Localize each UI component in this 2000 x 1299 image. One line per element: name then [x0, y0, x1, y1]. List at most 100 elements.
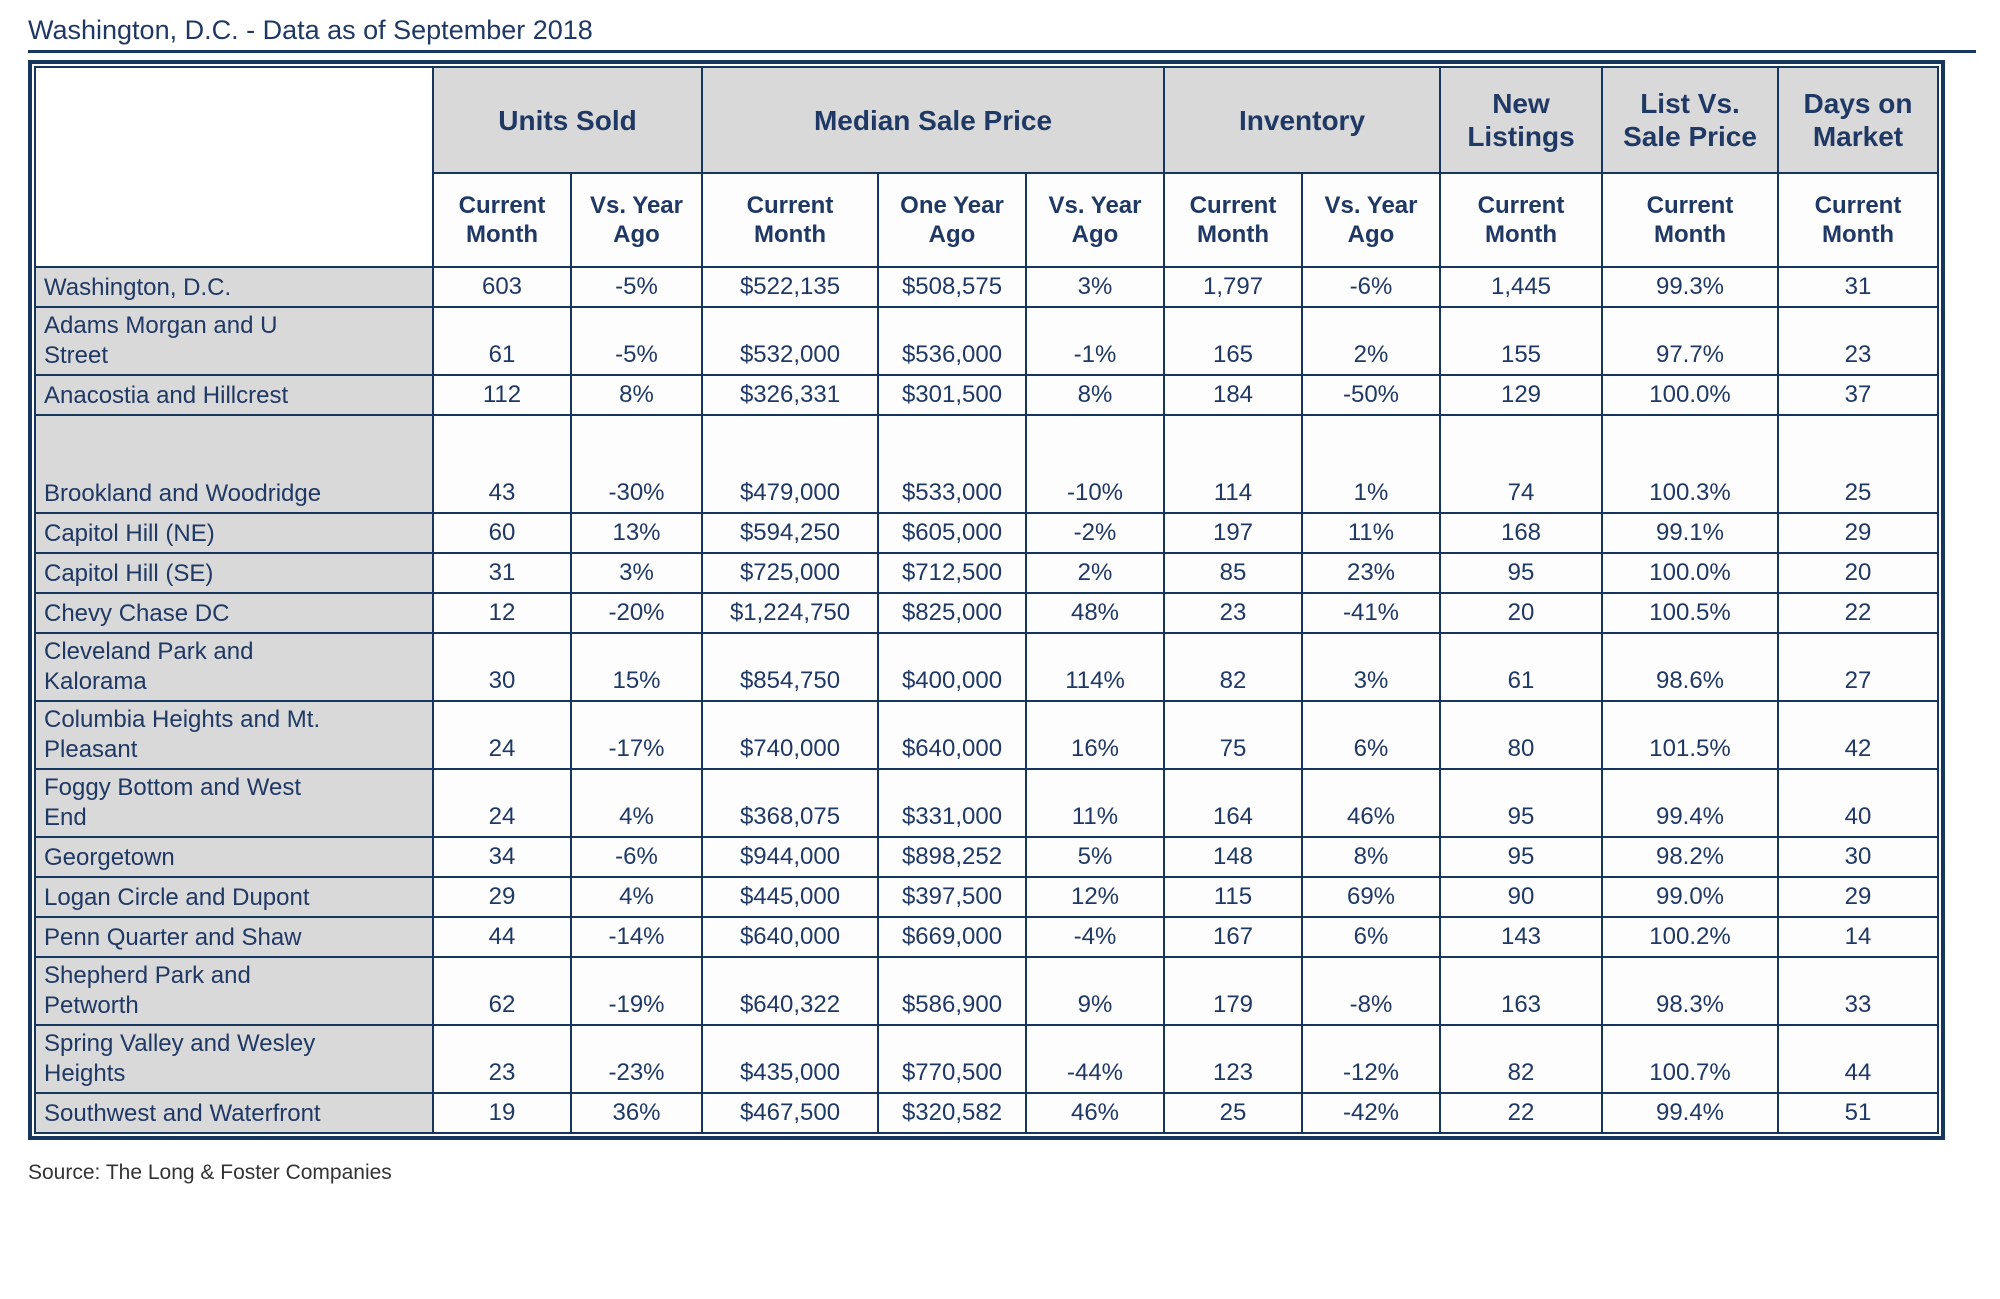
- value-cell: 29: [432, 876, 572, 918]
- value-cell: -2%: [1025, 512, 1165, 554]
- value-cell: 80: [1439, 700, 1603, 770]
- value-cell: 42: [1777, 700, 1939, 770]
- value-cell: 33: [1777, 956, 1939, 1026]
- value-cell: -10%: [1025, 414, 1165, 514]
- title-underline-divider: [28, 50, 1976, 53]
- value-cell: 100.3%: [1601, 414, 1779, 514]
- table-row: Capitol Hill (SE) 31 3% $725,000 $712,500 2% 8…: [34, 552, 1939, 594]
- value-cell: 31: [432, 552, 572, 594]
- value-cell: -50%: [1301, 374, 1441, 416]
- value-cell: -17%: [570, 700, 703, 770]
- value-cell: $536,000: [877, 306, 1027, 376]
- value-cell: 24: [432, 700, 572, 770]
- subheader-units-vs-year-ago: Vs. Year Ago: [570, 172, 703, 268]
- value-cell: 100.2%: [1601, 916, 1779, 958]
- subheader-price-one-year-ago: One Year Ago: [877, 172, 1027, 268]
- value-cell: 75: [1163, 700, 1303, 770]
- value-cell: 165: [1163, 306, 1303, 376]
- region-label: Chevy Chase DC: [34, 592, 434, 634]
- value-cell: -6%: [1301, 266, 1441, 308]
- value-cell: 6%: [1301, 916, 1441, 958]
- value-cell: $854,750: [701, 632, 879, 702]
- value-cell: -8%: [1301, 956, 1441, 1026]
- column-group-days-on-market: Days on Market: [1777, 66, 1939, 174]
- value-cell: 99.4%: [1601, 1092, 1779, 1134]
- value-cell: 115: [1163, 876, 1303, 918]
- value-cell: 85: [1163, 552, 1303, 594]
- region-label: Shepherd Park and Petworth: [34, 956, 434, 1026]
- value-cell: -5%: [570, 266, 703, 308]
- value-cell: 48%: [1025, 592, 1165, 634]
- value-cell: 164: [1163, 768, 1303, 838]
- table-outer-frame: Units Sold Median Sale Price Inventory N…: [28, 60, 1945, 1140]
- table-row: Brookland and Woodridge 43 -30% $479,000 $53…: [34, 414, 1939, 514]
- value-cell: 12: [432, 592, 572, 634]
- value-cell: 12%: [1025, 876, 1165, 918]
- value-cell: -19%: [570, 956, 703, 1026]
- subheader-inventory-vs-year-ago: Vs. Year Ago: [1301, 172, 1441, 268]
- value-cell: 6%: [1301, 700, 1441, 770]
- subheader-new-listings-current-month: Current Month: [1439, 172, 1603, 268]
- value-cell: $825,000: [877, 592, 1027, 634]
- value-cell: 20: [1777, 552, 1939, 594]
- column-group-inventory: Inventory: [1163, 66, 1441, 174]
- value-cell: 98.3%: [1601, 956, 1779, 1026]
- value-cell: 19: [432, 1092, 572, 1134]
- value-cell: 24: [432, 768, 572, 838]
- value-cell: 46%: [1301, 768, 1441, 838]
- value-cell: 11%: [1025, 768, 1165, 838]
- value-cell: -30%: [570, 414, 703, 514]
- value-cell: 11%: [1301, 512, 1441, 554]
- table-row: Spring Valley and Wesley Heights 23 -23% $4…: [34, 1024, 1939, 1094]
- value-cell: 23%: [1301, 552, 1441, 594]
- value-cell: $435,000: [701, 1024, 879, 1094]
- region-label: Anacostia and Hillcrest: [34, 374, 434, 416]
- value-cell: 197: [1163, 512, 1303, 554]
- table-row: Adams Morgan and U Street 61 -5% $532,000 $5…: [34, 306, 1939, 376]
- table-row: Foggy Bottom and West End 24 4% $368,075 $33…: [34, 768, 1939, 838]
- region-label: Foggy Bottom and West End: [34, 768, 434, 838]
- value-cell: 100.7%: [1601, 1024, 1779, 1094]
- value-cell: $605,000: [877, 512, 1027, 554]
- value-cell: 29: [1777, 876, 1939, 918]
- subheader-units-current-month: Current Month: [432, 172, 572, 268]
- region-label: Brookland and Woodridge: [34, 414, 434, 514]
- value-cell: 100.0%: [1601, 374, 1779, 416]
- value-cell: 25: [1777, 414, 1939, 514]
- value-cell: 100.5%: [1601, 592, 1779, 634]
- value-cell: 3%: [1301, 632, 1441, 702]
- value-cell: $368,075: [701, 768, 879, 838]
- region-label: Capitol Hill (NE): [34, 512, 434, 554]
- region-label: Georgetown: [34, 836, 434, 878]
- value-cell: 99.3%: [1601, 266, 1779, 308]
- value-cell: 22: [1439, 1092, 1603, 1134]
- value-cell: $640,322: [701, 956, 879, 1026]
- value-cell: 61: [432, 306, 572, 376]
- value-cell: 95: [1439, 552, 1603, 594]
- value-cell: 1%: [1301, 414, 1441, 514]
- value-cell: 184: [1163, 374, 1303, 416]
- value-cell: 99.4%: [1601, 768, 1779, 838]
- value-cell: 13%: [570, 512, 703, 554]
- value-cell: 20: [1439, 592, 1603, 634]
- value-cell: 143: [1439, 916, 1603, 958]
- value-cell: 100.0%: [1601, 552, 1779, 594]
- value-cell: 5%: [1025, 836, 1165, 878]
- value-cell: 44: [432, 916, 572, 958]
- region-label: Spring Valley and Wesley Heights: [34, 1024, 434, 1094]
- region-label: Columbia Heights and Mt. Pleasant: [34, 700, 434, 770]
- value-cell: 82: [1439, 1024, 1603, 1094]
- page-title: Washington, D.C. - Data as of September …: [28, 15, 593, 45]
- value-cell: 30: [432, 632, 572, 702]
- value-cell: 74: [1439, 414, 1603, 514]
- value-cell: 23: [432, 1024, 572, 1094]
- value-cell: 163: [1439, 956, 1603, 1026]
- value-cell: 129: [1439, 374, 1603, 416]
- value-cell: $479,000: [701, 414, 879, 514]
- region-label: Southwest and Waterfront: [34, 1092, 434, 1134]
- region-label: Adams Morgan and U Street: [34, 306, 434, 376]
- table-body: Washington, D.C. 603 -5% $522,135 $508,575 3%…: [34, 266, 1939, 1134]
- table-row: Columbia Heights and Mt. Pleasant 24 -17% $…: [34, 700, 1939, 770]
- sub-header-row: Current Month Vs. Year Ago Current Month…: [35, 172, 1939, 268]
- value-cell: 95: [1439, 836, 1603, 878]
